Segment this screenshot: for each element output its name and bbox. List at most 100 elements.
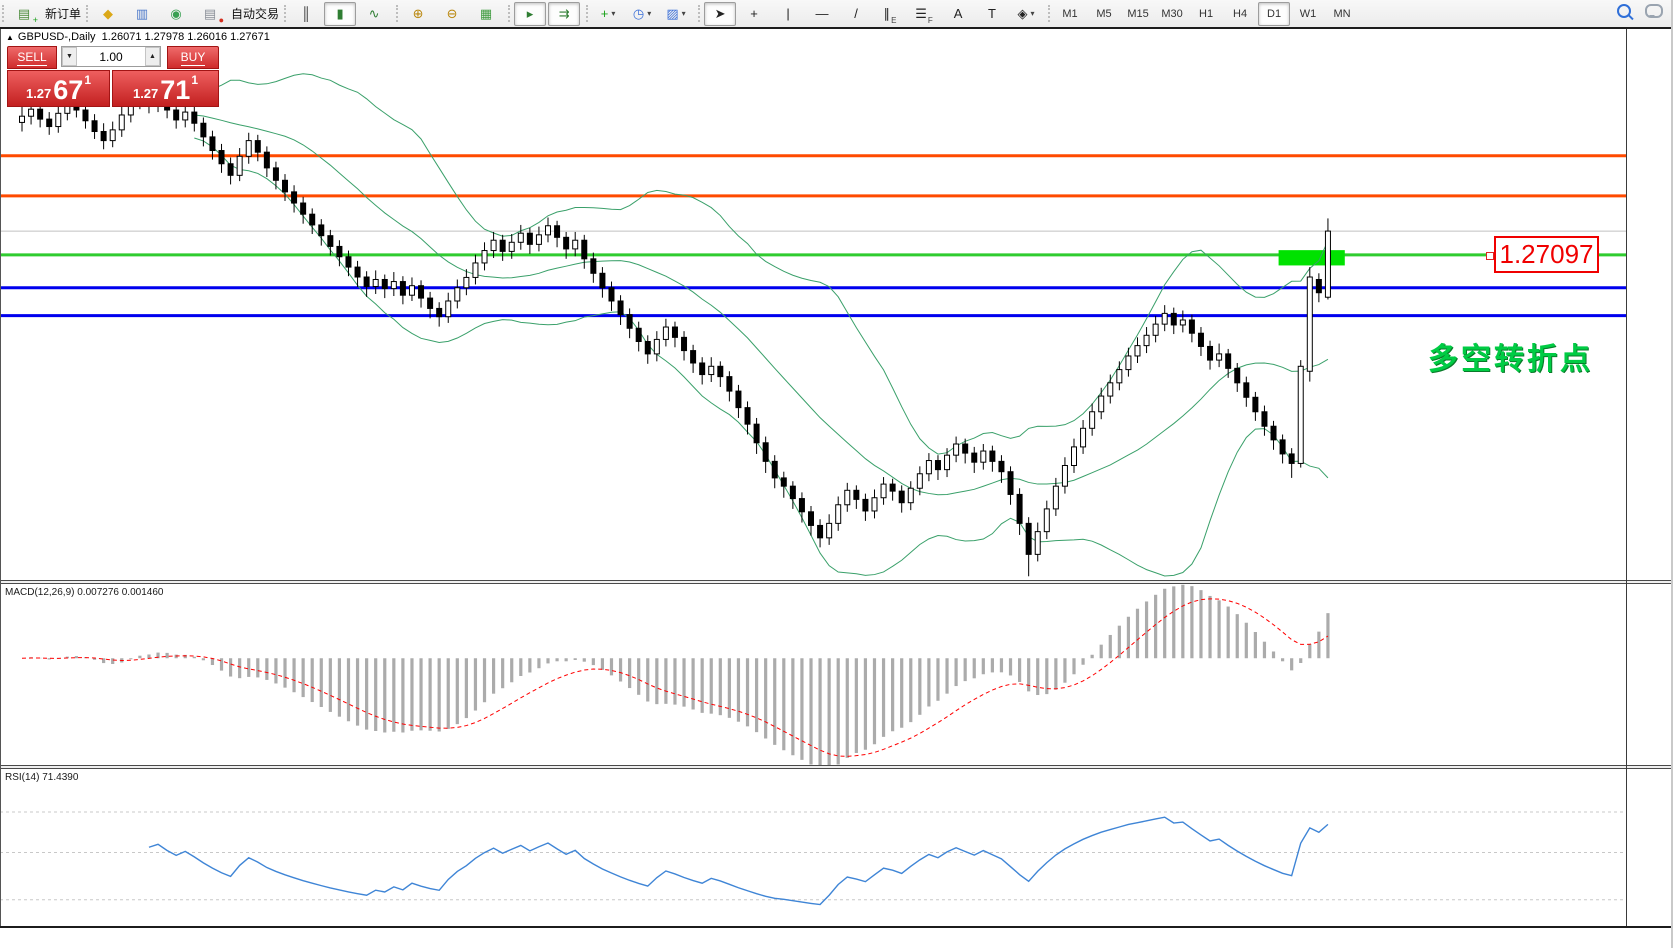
toolbar-group: M1 M5 M15 M30 H1 H4 D1 W1 MN xyxy=(1046,0,1362,27)
window-right-border xyxy=(1671,0,1673,948)
tile-windows-icon: ▦ xyxy=(479,5,493,21)
timeframe-label: MN xyxy=(1333,7,1351,20)
new-order-button-label[interactable]: 新订单 xyxy=(45,7,82,21)
periods-button[interactable]: ◷ ▾ xyxy=(626,2,658,26)
zoom-in-button[interactable]: ⊕ xyxy=(402,2,434,26)
toolbar-group: ▤ + 新订单 xyxy=(0,0,84,27)
line-chart-icon: ∿ xyxy=(368,5,380,21)
tile-windows-button[interactable]: ▦ xyxy=(470,2,502,26)
chart-bottom-border xyxy=(0,926,1673,928)
callout-anchor-handle[interactable] xyxy=(1486,252,1494,260)
macd-pane[interactable] xyxy=(0,584,1626,765)
timeframe-m5-button[interactable]: M5 xyxy=(1088,2,1120,26)
metaeditor-button[interactable]: ◆ xyxy=(92,2,124,26)
volume-stepper: ▼ ▲ xyxy=(61,46,161,67)
buy-button[interactable]: BUY xyxy=(167,46,219,69)
price-callout-box[interactable]: 1.27097 xyxy=(1494,236,1599,273)
sell-price-display[interactable]: 1.27 67 1 xyxy=(7,70,110,107)
timeframe-h1-button[interactable]: H1 xyxy=(1190,2,1222,26)
price-scale[interactable] xyxy=(1626,29,1673,948)
timeframe-m15-button[interactable]: M15 xyxy=(1122,2,1154,26)
equidistant-channel-button[interactable]: ∥ E xyxy=(883,5,897,25)
timeframe-label: H4 xyxy=(1233,7,1248,20)
candlestick-chart-button[interactable]: ▮ xyxy=(324,1,357,26)
cursor-button[interactable]: ➤ xyxy=(704,1,737,26)
timeframe-mn-button[interactable]: MN xyxy=(1326,2,1358,26)
volume-input[interactable] xyxy=(77,47,145,66)
line-chart-button[interactable]: ∿ xyxy=(358,2,390,26)
candlestick-chart-icon: ▮ xyxy=(336,5,344,21)
arrows-icon: ◈ xyxy=(1017,5,1028,21)
templates-button[interactable]: ▨ ▾ xyxy=(660,2,692,26)
search-button[interactable] xyxy=(1617,4,1631,23)
ohlc-values: 1.26071 1.27978 1.26016 1.27671 xyxy=(101,31,270,43)
crosshair-icon: + xyxy=(750,6,758,21)
text-button[interactable]: A xyxy=(942,2,974,26)
text-icon: A xyxy=(953,6,963,21)
volume-decrease-button[interactable]: ▼ xyxy=(62,47,77,66)
templates-icon: ▨ xyxy=(666,5,679,21)
vertical-line-icon: | xyxy=(786,6,790,21)
time-scale[interactable] xyxy=(0,930,1626,948)
fibonacci-button[interactable]: ☰ F xyxy=(915,5,933,25)
autotrading-button[interactable]: ▤ ● xyxy=(203,5,225,25)
timeframe-d1-button[interactable]: D1 xyxy=(1258,1,1291,26)
vertical-line-button[interactable]: | xyxy=(772,2,804,26)
timeframe-label: H1 xyxy=(1199,7,1214,20)
metaeditor-icon: ◆ xyxy=(103,5,114,21)
timeframe-label: M5 xyxy=(1096,7,1112,20)
timeframe-m1-button[interactable]: M1 xyxy=(1054,2,1086,26)
chart-title: ▲ GBPUSD-,Daily 1.26071 1.27978 1.26016 1… xyxy=(6,31,270,43)
arrows-button[interactable]: ◈ ▾ xyxy=(1010,2,1042,26)
timeframe-label: W1 xyxy=(1299,7,1317,20)
auto-scroll-icon: ▸ xyxy=(526,5,534,21)
signals-button[interactable]: ◉ xyxy=(160,2,192,26)
buy-price-display[interactable]: 1.27 71 1 xyxy=(112,70,219,107)
volume-increase-button[interactable]: ▲ xyxy=(145,47,160,66)
bar-chart-icon: ║ xyxy=(301,6,311,21)
price-chart[interactable] xyxy=(0,29,1626,580)
turning-point-annotation[interactable]: 多空转折点 xyxy=(1428,343,1593,376)
chevron-down-icon: ▾ xyxy=(681,9,686,18)
new-order-icon: ▤ xyxy=(17,5,31,21)
market-watch-button[interactable]: ▥ xyxy=(126,2,158,26)
crosshair-button[interactable]: + xyxy=(738,2,770,26)
timeframe-m30-button[interactable]: M30 xyxy=(1156,2,1188,26)
toolbar: ▤ + 新订单 ◆ ▥ ◉ ▤ ● 自动交易 ║ ▮ ∿ ⊕ ⊖ ▦ ▸ ⇉ + ▾ ◷ ▾ ▨ ▾ ➤ + | — / ∥ E ☰ F A T ◈… xyxy=(0,0,1673,27)
timeframe-h4-button[interactable]: H4 xyxy=(1224,2,1256,26)
timeframe-w1-button[interactable]: W1 xyxy=(1292,2,1324,26)
bar-chart-button[interactable]: ║ xyxy=(290,2,322,26)
collapse-panel-icon[interactable]: ▲ xyxy=(6,33,14,42)
price-axis-line xyxy=(1626,29,1627,928)
trendline-icon: / xyxy=(854,6,858,21)
pane-separator[interactable] xyxy=(0,580,1673,584)
autotrading-button-label[interactable]: 自动交易 xyxy=(231,7,280,21)
signals-icon: ◉ xyxy=(170,5,182,21)
symbol-period-label: GBPUSD-,Daily xyxy=(17,31,96,43)
chart-left-border xyxy=(0,29,1,928)
sell-button[interactable]: SELL xyxy=(7,46,57,69)
text-label-button[interactable]: T xyxy=(976,2,1008,26)
indicators-icon: + xyxy=(600,6,609,21)
new-order-button[interactable]: ▤ + xyxy=(17,5,38,25)
chart-shift-icon: ⇉ xyxy=(558,5,570,21)
auto-scroll-button[interactable]: ▸ xyxy=(514,1,547,26)
chart-window: ▲ GBPUSD-,Daily 1.26071 1.27978 1.26016 1… xyxy=(0,29,1673,948)
toolbar-group: ⊕ ⊖ ▦ xyxy=(394,0,506,27)
trendline-button[interactable]: / xyxy=(840,2,872,26)
toolbar-group: + ▾ ◷ ▾ ▨ ▾ xyxy=(584,0,696,27)
horizontal-line-button[interactable]: — xyxy=(806,2,838,26)
chart-shift-button[interactable]: ⇉ xyxy=(548,1,581,26)
text-label-icon: T xyxy=(988,6,996,21)
timeframe-label: D1 xyxy=(1267,7,1282,20)
horizontal-line-icon: — xyxy=(815,6,829,21)
pane-separator[interactable] xyxy=(0,765,1673,769)
rsi-pane[interactable] xyxy=(0,769,1626,926)
indicators-button[interactable]: + ▾ xyxy=(592,2,624,26)
zoom-out-button[interactable]: ⊖ xyxy=(436,2,468,26)
zoom-out-icon: ⊖ xyxy=(446,5,458,21)
community-chat-button[interactable] xyxy=(1645,4,1663,23)
toolbar-group: ║ ▮ ∿ xyxy=(282,0,394,27)
zoom-in-icon: ⊕ xyxy=(412,5,424,21)
